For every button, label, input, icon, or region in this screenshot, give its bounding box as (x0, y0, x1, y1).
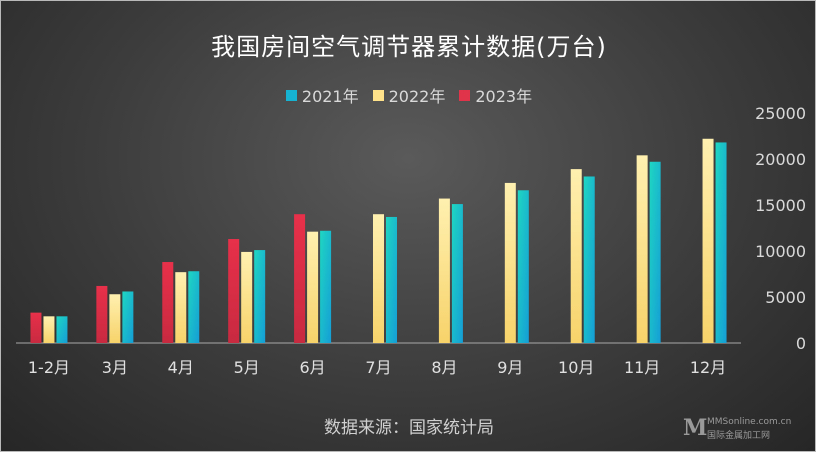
x-tick-label: 1-2月 (28, 358, 70, 377)
watermark-name: 国际金属加工网 (707, 431, 771, 441)
x-tick-label: 9月 (497, 358, 523, 377)
bar-2023-3 (162, 262, 174, 343)
bar-2022-6 (373, 214, 384, 343)
bar-2023-2 (96, 285, 108, 343)
x-tick-label: 6月 (299, 358, 325, 377)
bar-2023-4 (228, 239, 240, 343)
x-tick-label: 8月 (431, 358, 457, 377)
y-tick-label: 15000 (755, 196, 806, 215)
y-tick-label: 25000 (755, 104, 806, 123)
watermark-logo: M MMSonline.com.cn 国际金属加工网 (683, 415, 793, 443)
chart-title: 我国房间空气调节器累计数据(万台) (211, 33, 607, 61)
bar-2022-4 (241, 251, 253, 343)
bar-2022-2 (109, 294, 121, 343)
legend-swatch-2023 (459, 89, 471, 101)
legend-item-2021: 2021年 (285, 83, 359, 107)
y-tick-label: 20000 (755, 150, 806, 169)
bar-2022-10 (636, 155, 648, 343)
bar-2022-7 (438, 198, 450, 343)
legend-swatch-2021 (285, 89, 297, 101)
bar-2022-5 (307, 231, 319, 343)
legend-label-2022: 2022年 (388, 87, 446, 106)
watermark-site: MMSonline.com.cn (707, 417, 792, 427)
y-tick-label: 10000 (755, 242, 806, 261)
legend-label-2023: 2023年 (475, 87, 533, 106)
x-tick-label: 4月 (168, 358, 194, 377)
bar-2021-7 (451, 204, 463, 343)
bar-2021-2 (122, 291, 134, 343)
bar-2022-9 (570, 169, 582, 343)
y-tick-label: 5000 (765, 288, 806, 307)
x-tick-label: 11月 (624, 358, 660, 377)
legend-label-2021: 2021年 (301, 87, 359, 106)
chart-legend: 2021年 2022年 2023年 (1, 83, 816, 107)
legend-swatch-2022 (372, 89, 384, 101)
bar-2021-6 (386, 216, 397, 343)
bar-2021-11 (715, 142, 727, 343)
bar-2021-9 (583, 176, 595, 343)
y-tick-label: 0 (796, 334, 806, 353)
x-tick-label: 3月 (102, 358, 128, 377)
bar-2021-3 (188, 271, 200, 343)
bar-2021-5 (320, 230, 332, 343)
legend-item-2022: 2022年 (372, 83, 446, 107)
source-note: 数据来源：国家统计局 (324, 418, 494, 438)
x-tick-label: 7月 (365, 358, 391, 377)
bar-2023-1 (30, 312, 42, 343)
bar-2022-3 (175, 272, 187, 343)
bar-2021-1 (56, 316, 68, 343)
legend-item-2023: 2023年 (459, 83, 532, 107)
bar-2021-4 (254, 250, 266, 343)
bar-2022-8 (504, 182, 516, 343)
bar-2022-11 (702, 138, 714, 343)
bar-2021-8 (517, 190, 529, 343)
x-tick-label: 5月 (234, 358, 260, 377)
watermark-letter: M (683, 415, 708, 441)
bar-2023-5 (294, 214, 306, 343)
bar-2022-1 (43, 316, 55, 343)
x-tick-label: 10月 (558, 358, 594, 377)
bar-2021-10 (649, 161, 661, 343)
x-tick-label: 12月 (690, 358, 726, 377)
